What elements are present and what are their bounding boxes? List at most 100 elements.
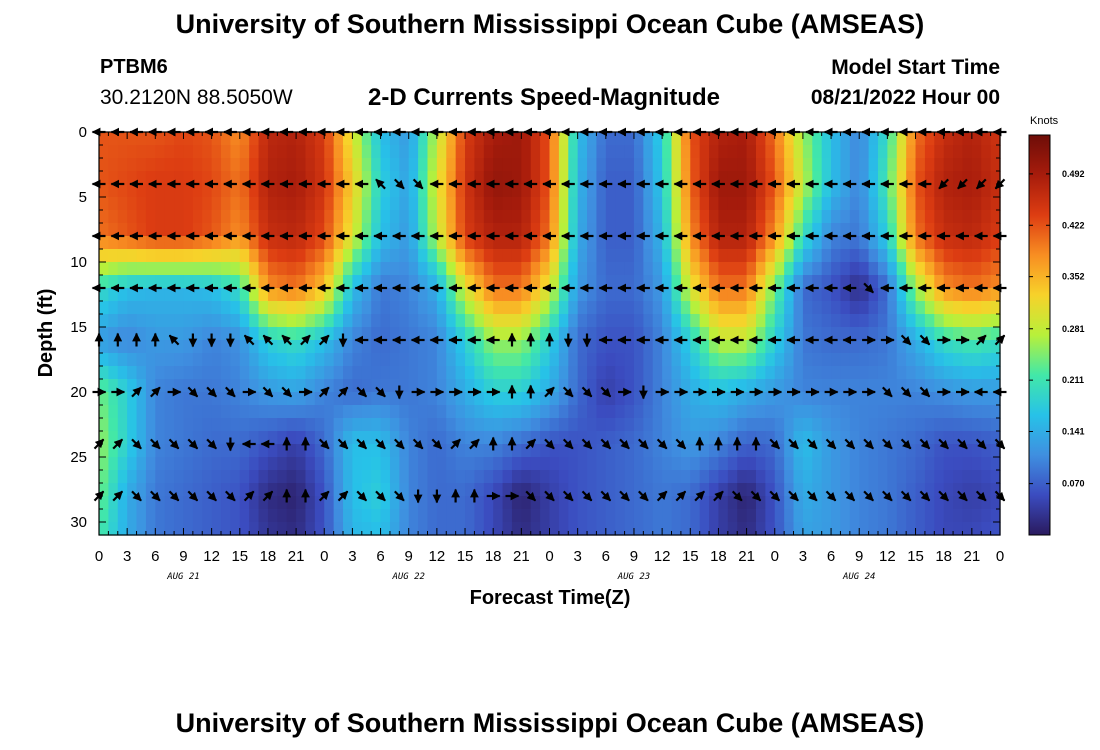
heatmap-cell bbox=[296, 457, 307, 471]
heatmap-cell bbox=[183, 236, 194, 250]
heatmap-cell bbox=[971, 236, 982, 250]
heatmap-cell bbox=[652, 275, 663, 289]
heatmap-cell bbox=[399, 470, 410, 484]
heatmap-cell bbox=[831, 379, 842, 393]
heatmap-cell bbox=[680, 522, 691, 536]
heatmap-cell bbox=[521, 418, 532, 432]
heatmap-cell bbox=[296, 236, 307, 250]
heatmap-cell bbox=[746, 288, 757, 302]
heatmap-cell bbox=[840, 236, 851, 250]
heatmap-cell bbox=[380, 418, 391, 432]
heatmap-cell bbox=[587, 184, 598, 198]
heatmap-cell bbox=[924, 132, 935, 146]
heatmap-cell bbox=[896, 223, 907, 237]
heatmap-cell bbox=[633, 405, 644, 419]
heatmap-cell bbox=[277, 405, 288, 419]
heatmap-cell bbox=[558, 223, 569, 237]
heatmap-cell bbox=[915, 470, 926, 484]
heatmap-cell bbox=[821, 171, 832, 185]
current-vector bbox=[656, 490, 668, 502]
heatmap-cell bbox=[643, 132, 654, 146]
heatmap-cell bbox=[418, 405, 429, 419]
heatmap-cell bbox=[465, 405, 476, 419]
heatmap-cell bbox=[145, 288, 156, 302]
heatmap-cell bbox=[483, 314, 494, 328]
heatmap-cell bbox=[277, 197, 288, 211]
heatmap-cell bbox=[202, 483, 213, 497]
heatmap-cell bbox=[840, 301, 851, 315]
heatmap-cell bbox=[953, 483, 964, 497]
heatmap-cell bbox=[239, 301, 250, 315]
heatmap-cell bbox=[540, 366, 551, 380]
heatmap-cell bbox=[896, 288, 907, 302]
heatmap-cell bbox=[605, 431, 616, 445]
heatmap-cell bbox=[652, 353, 663, 367]
heatmap-cell bbox=[436, 405, 447, 419]
heatmap-cell bbox=[765, 496, 776, 510]
heatmap-cell bbox=[887, 327, 898, 341]
heatmap-cell bbox=[174, 249, 185, 263]
heatmap-cell bbox=[202, 522, 213, 536]
heatmap-cell bbox=[962, 145, 973, 159]
heatmap-cell bbox=[230, 301, 241, 315]
heatmap-cell bbox=[953, 457, 964, 471]
heatmap-cell bbox=[887, 158, 898, 172]
heatmap-cell bbox=[774, 496, 785, 510]
heatmap-cell bbox=[802, 431, 813, 445]
heatmap-cell bbox=[680, 184, 691, 198]
heatmap-cell bbox=[192, 314, 203, 328]
heatmap-cell bbox=[211, 509, 222, 523]
heatmap-cell bbox=[774, 431, 785, 445]
heatmap-cell bbox=[671, 483, 682, 497]
heatmap-cell bbox=[324, 444, 335, 458]
heatmap-cell bbox=[671, 457, 682, 471]
heatmap-cell bbox=[605, 262, 616, 276]
heatmap-cell bbox=[906, 509, 917, 523]
heatmap-cell bbox=[530, 522, 541, 536]
heatmap-cell bbox=[737, 496, 748, 510]
heatmap-cell bbox=[877, 197, 888, 211]
heatmap-cell bbox=[493, 132, 504, 146]
heatmap-cell bbox=[568, 210, 579, 224]
heatmap-cell bbox=[765, 418, 776, 432]
heatmap-cell bbox=[793, 132, 804, 146]
heatmap-cell bbox=[436, 379, 447, 393]
heatmap-cell bbox=[643, 236, 654, 250]
current-vector bbox=[525, 438, 537, 450]
heatmap-cell bbox=[915, 145, 926, 159]
heatmap-cell bbox=[483, 431, 494, 445]
heatmap-cell bbox=[887, 132, 898, 146]
heatmap-cell bbox=[793, 314, 804, 328]
heatmap-cell bbox=[352, 509, 363, 523]
heatmap-cell bbox=[427, 431, 438, 445]
heatmap-cell bbox=[436, 236, 447, 250]
heatmap-cell bbox=[483, 262, 494, 276]
heatmap-cell bbox=[352, 522, 363, 536]
heatmap-cell bbox=[174, 236, 185, 250]
heatmap-cell bbox=[821, 288, 832, 302]
heatmap-cell bbox=[474, 340, 485, 354]
heatmap-cell bbox=[821, 236, 832, 250]
heatmap-cell bbox=[164, 236, 175, 250]
heatmap-cell bbox=[549, 210, 560, 224]
heatmap-cell bbox=[258, 223, 269, 237]
heatmap-cell bbox=[802, 379, 813, 393]
heatmap-cell bbox=[127, 275, 138, 289]
heatmap-cell bbox=[652, 327, 663, 341]
heatmap-cell bbox=[671, 470, 682, 484]
heatmap-cell bbox=[239, 353, 250, 367]
heatmap-cell bbox=[784, 197, 795, 211]
heatmap-cell bbox=[474, 353, 485, 367]
heatmap-cell bbox=[831, 327, 842, 341]
current-vector bbox=[919, 386, 931, 398]
heatmap-cell bbox=[502, 184, 513, 198]
heatmap-cell bbox=[755, 509, 766, 523]
heatmap-cell bbox=[765, 145, 776, 159]
heatmap-cell bbox=[239, 470, 250, 484]
heatmap-cell bbox=[211, 171, 222, 185]
heatmap-cell bbox=[718, 327, 729, 341]
heatmap-cell bbox=[324, 145, 335, 159]
heatmap-cell bbox=[699, 249, 710, 263]
heatmap-cell bbox=[99, 379, 109, 393]
heatmap-cell bbox=[652, 496, 663, 510]
